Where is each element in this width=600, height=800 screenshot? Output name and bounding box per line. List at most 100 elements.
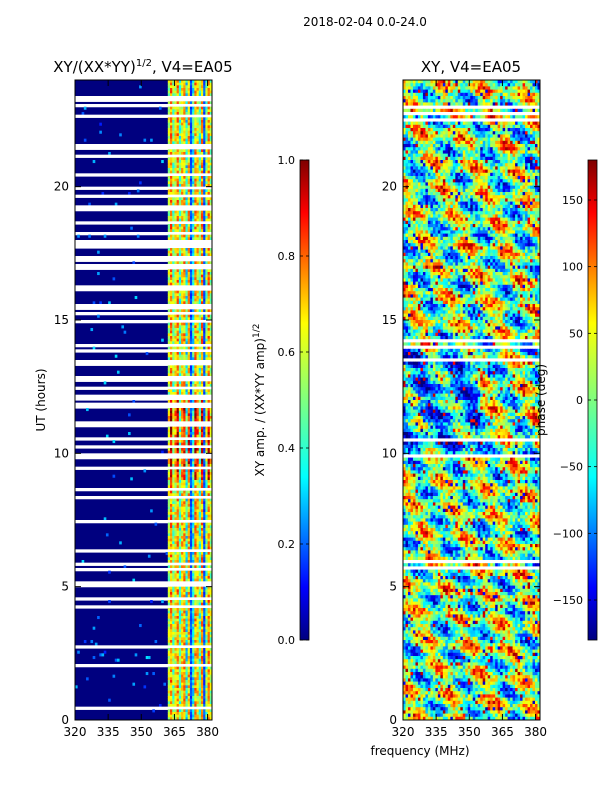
left-heatmap-cell — [189, 536, 193, 540]
left-heatmap-cell — [181, 90, 184, 94]
left-heatmap-cell — [196, 682, 200, 686]
right-heatmap-cell — [530, 140, 533, 145]
left-heatmap-cell — [174, 544, 178, 548]
right-heatmap-cell — [452, 89, 456, 94]
left-heatmap-cell — [194, 650, 197, 654]
left-heatmap-cell — [209, 637, 212, 641]
left-heatmap-cell — [178, 322, 182, 326]
left-heatmap-cell — [183, 480, 186, 484]
left-heatmap-cell — [181, 698, 184, 702]
left-heatmap-cell — [181, 682, 184, 686]
left-heatmap-cell — [200, 130, 204, 134]
left-heatmap-cell — [189, 333, 193, 337]
left-heatmap-cell — [185, 680, 189, 684]
left-heatmap-cell — [178, 530, 182, 534]
left-heatmap-cell — [189, 157, 193, 161]
left-heatmap-cell — [187, 125, 191, 129]
left-heatmap-cell — [194, 602, 197, 606]
left-heatmap-cell — [209, 181, 212, 185]
right-heatmap-cell — [450, 99, 454, 103]
left-heatmap-cell — [167, 552, 171, 556]
left-heatmap-cell — [203, 661, 206, 665]
left-heatmap-cell — [97, 250, 100, 254]
left-heatmap-cell — [174, 130, 178, 134]
left-heatmap-cell — [181, 410, 184, 414]
right-heatmap-cell — [467, 131, 471, 135]
right-heatmap-cell — [492, 108, 496, 113]
left-heatmap-cell — [192, 106, 195, 110]
left-heatmap-cell — [207, 341, 211, 345]
right-heatmap-cell — [477, 80, 481, 84]
left-heatmap-cell — [185, 253, 189, 257]
left-heatmap-cell — [207, 229, 211, 233]
left-heatmap-cell — [207, 168, 211, 172]
right-heatmap-cell — [430, 96, 434, 100]
left-heatmap-cell — [203, 130, 206, 134]
right-heatmap-cell — [495, 150, 499, 154]
left-heatmap-cell — [172, 392, 175, 396]
left-heatmap-cell — [161, 450, 164, 454]
left-heatmap-cell — [207, 634, 211, 638]
left-heatmap-cell — [183, 88, 186, 92]
right-heatmap-cell — [530, 83, 533, 87]
right-heatmap-cell — [403, 89, 406, 94]
right-heatmap-cell — [532, 80, 536, 84]
left-heatmap-cell — [176, 576, 180, 580]
left-heatmap-cell — [192, 557, 195, 561]
left-heatmap-cell — [178, 381, 182, 385]
left-cb-tick-label: 0.8 — [278, 250, 296, 263]
left-heatmap-cell — [172, 216, 175, 220]
left-heatmap-cell — [196, 701, 200, 705]
left-heatmap-cell — [176, 602, 180, 606]
left-heatmap-cell — [194, 538, 197, 542]
right-heatmap-cell — [405, 140, 409, 145]
right-heatmap-cell — [510, 102, 513, 106]
right-heatmap-cell — [457, 128, 461, 132]
left-heatmap-cell — [172, 642, 175, 646]
left-heatmap-cell — [178, 250, 182, 254]
left-heatmap-cell — [181, 200, 184, 204]
left-heatmap-cell — [189, 666, 193, 670]
left-heatmap-cell — [205, 82, 208, 86]
right-heatmap-cell — [412, 144, 416, 148]
left-heatmap-cell — [200, 168, 204, 172]
left-heatmap-cell — [99, 122, 102, 126]
left-heatmap-cell — [207, 136, 211, 140]
left-heatmap-cell — [200, 224, 204, 228]
left-heatmap-cell — [178, 504, 182, 508]
left-heatmap-cell — [203, 658, 206, 662]
left-heatmap-cell — [200, 418, 204, 422]
left-heatmap-cell — [198, 632, 202, 636]
right-heatmap-cell — [457, 83, 461, 87]
left-heatmap-cell — [200, 416, 204, 420]
left-heatmap-cell — [203, 640, 206, 644]
left-heatmap-cell — [205, 501, 208, 505]
left-heatmap-cell — [209, 280, 212, 284]
right-heatmap-cell — [437, 96, 441, 100]
right-heatmap-cell — [500, 115, 504, 119]
left-heatmap-cell — [170, 389, 173, 393]
left-heatmap-cell — [198, 229, 202, 233]
left-heatmap-cell — [170, 440, 173, 444]
left-heatmap-cell — [187, 522, 191, 526]
left-heatmap-cell — [132, 682, 136, 686]
left-heatmap-cell — [192, 613, 195, 617]
left-heatmap-cell — [170, 688, 173, 692]
left-heatmap-cell — [198, 477, 202, 481]
left-heatmap-cell — [200, 234, 204, 238]
left-heatmap-cell — [167, 485, 171, 489]
left-heatmap-cell — [203, 160, 206, 164]
left-heatmap-cell — [172, 442, 175, 446]
left-heatmap-cell — [189, 338, 193, 342]
right-heatmap-cell — [517, 80, 521, 84]
left-heatmap-cell — [176, 277, 180, 281]
left-heatmap-cell — [170, 653, 173, 657]
left-heatmap-cell — [174, 160, 178, 164]
right-heatmap-cell — [532, 147, 536, 151]
left-heatmap-cell — [203, 674, 206, 678]
left-heatmap-cell — [97, 272, 100, 276]
right-heatmap-cell — [512, 121, 516, 126]
left-heatmap-cell — [174, 293, 178, 297]
left-heatmap-cell — [181, 109, 184, 113]
left-heatmap-cell — [203, 234, 206, 238]
